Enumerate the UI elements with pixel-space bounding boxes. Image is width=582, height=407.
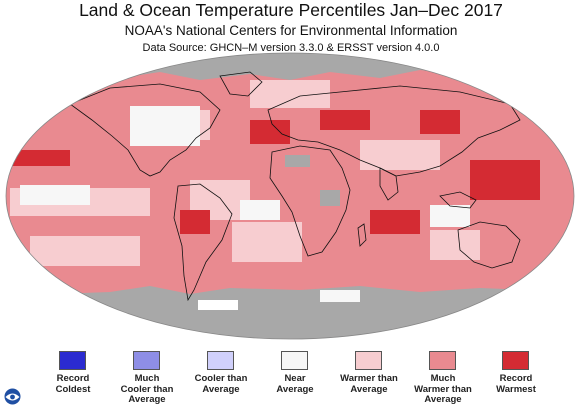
legend-label-near-average: Near Average: [276, 373, 314, 395]
madagascar-outline: [357, 223, 367, 247]
india-outline: [379, 167, 399, 201]
near-average-indian: [430, 205, 470, 227]
legend-label-much-cooler: Much Cooler than Average: [120, 373, 174, 405]
legend-swatch-warmer: [355, 351, 382, 370]
africa-outline: [269, 145, 351, 257]
legend-swatch-much-cooler: [133, 351, 160, 370]
globe-border: [5, 52, 575, 340]
legend-label-record-warmest: Record Warmest: [496, 373, 536, 395]
near-average-north-pacific: [130, 106, 200, 146]
legend-label-warmer: Warmer than Average: [340, 373, 398, 395]
legend-swatch-near-average: [281, 351, 308, 370]
near-average-southern-ocean: [320, 290, 360, 302]
record-warm-indian: [370, 210, 420, 234]
legend-label-much-warmer: Much Warmer than Average: [414, 373, 472, 405]
legend-swatch-record-coldest: [59, 351, 86, 370]
arctic-no-data-region: [60, 53, 520, 80]
north-america-outline: [69, 83, 221, 177]
map-title: Land & Ocean Temperature Percentiles Jan…: [79, 0, 503, 20]
record-warm-west-pacific: [470, 160, 540, 200]
record-warm-east-asia: [420, 110, 460, 134]
eurasia-outline: [267, 85, 521, 177]
legend-swatch-record-warmest: [502, 351, 529, 370]
legend-label-record-coldest: Record Coldest: [55, 373, 91, 395]
near-average-east-pacific: [20, 185, 90, 205]
legend-label-cooler: Cooler than Average: [194, 373, 248, 395]
warmer-band-south-indian: [430, 230, 480, 260]
no-data-central-africa: [320, 190, 340, 206]
warmer-band-central-asia: [360, 140, 440, 170]
map-subtitle: NOAA's National Centers for Environmenta…: [124, 23, 458, 38]
near-average-atlantic: [240, 200, 280, 220]
antarctic-near-average-patch: [198, 300, 238, 310]
record-warm-south-america: [180, 210, 210, 234]
warmer-band-south-atlantic: [232, 222, 302, 262]
world-percentile-map: [5, 52, 575, 340]
coastlines: [69, 71, 521, 302]
antarctic-no-data-region: [6, 286, 574, 339]
legend-swatch-much-warmer: [429, 351, 456, 370]
no-data-sahara: [285, 155, 310, 167]
record-warm-central-asia: [320, 110, 370, 130]
legend-swatch-cooler: [207, 351, 234, 370]
indonesia-outline: [439, 191, 477, 209]
noaa-logo-icon: [4, 388, 21, 405]
greenland-outline: [219, 71, 263, 97]
australia-outline: [457, 221, 521, 269]
record-warm-pacific-west: [10, 150, 70, 166]
data-source: Data Source: GHCN–M version 3.3.0 & ERSS…: [142, 42, 440, 54]
warmer-band-south-pacific: [30, 236, 140, 266]
south-america-outline: [173, 183, 233, 302]
record-warm-mediterranean: [250, 120, 290, 144]
